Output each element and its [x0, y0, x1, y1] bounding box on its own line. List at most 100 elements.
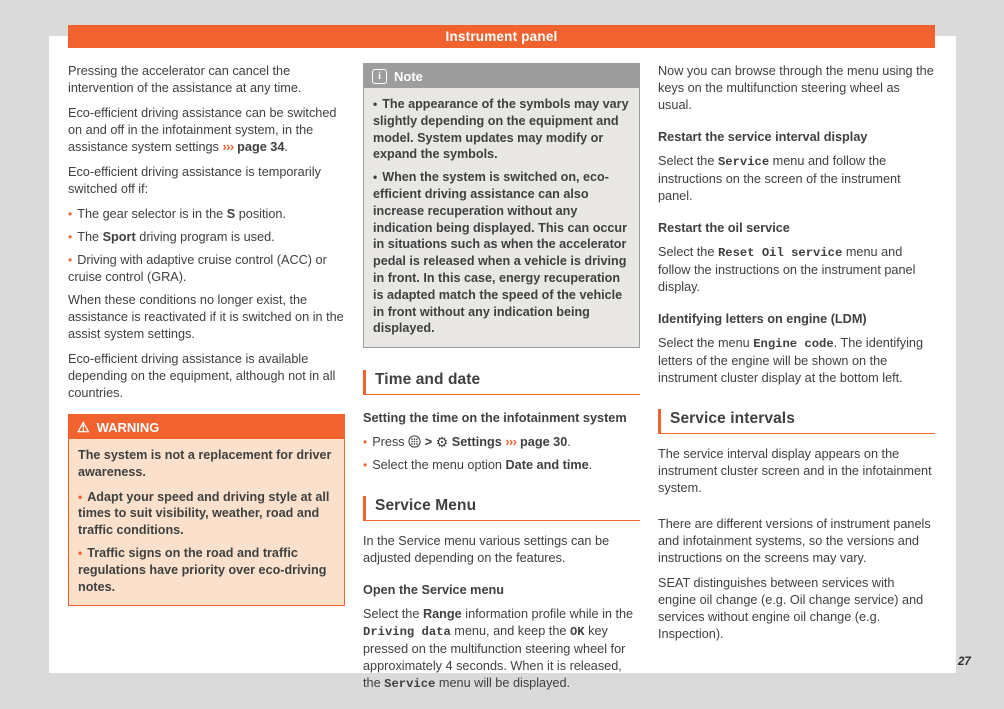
bullet-icon: •	[68, 207, 73, 221]
text-run: menu and follow the instructions on the …	[658, 245, 916, 294]
warning-box-title: WARNING	[96, 419, 160, 435]
text-run: . The identifying letters of the engine …	[658, 336, 924, 385]
text-run: menu will be displayed.	[435, 676, 571, 691]
note-box-title: Note	[394, 68, 423, 84]
info-icon: i	[372, 68, 387, 84]
page-number: 27	[958, 656, 971, 668]
text-run: menu and follow the instructions on the …	[658, 154, 901, 203]
text-run: Traffic signs on the road and traffic re…	[78, 545, 327, 594]
bullet-item: • Press > ⚙ Settings ››› page 30.	[363, 434, 640, 451]
text-run: Eco-efficient driving assistance can be …	[68, 106, 337, 154]
bullet-item: • Adapt your speed and driving style at a…	[78, 489, 335, 539]
paragraph: Eco-efficient driving assistance can be …	[68, 105, 345, 156]
text-run: Pressing the accelerator can cancel the …	[68, 64, 302, 95]
bullet-icon: •	[78, 489, 83, 504]
note-box-header: i Note	[364, 64, 639, 88]
bullet-item: • Driving with adaptive cruise control (A…	[68, 252, 345, 286]
paragraph: When these conditions no longer exist, t…	[68, 292, 345, 343]
mono-menu-label: Reset Oil service	[717, 246, 843, 260]
text-run: Select the	[658, 154, 718, 168]
page-title: Instrument panel	[68, 25, 935, 48]
subheading: Open the Service menu	[363, 583, 505, 598]
text-run: .	[588, 458, 593, 473]
paragraph: Pressing the accelerator can cancel the …	[68, 63, 345, 97]
mono-menu-label: Service	[384, 677, 436, 692]
bold-text: Settings	[448, 435, 506, 450]
bullet-icon: •	[363, 458, 368, 473]
text-run: key pressed on the multifunction steerin…	[363, 624, 626, 691]
column-left: Pressing the accelerator can cancel the …	[68, 63, 345, 626]
menu-button-icon	[408, 434, 421, 451]
text-run: menu, and keep the	[450, 624, 570, 639]
text-run: driving program is used.	[135, 230, 275, 244]
bold-text: page 30	[516, 435, 568, 450]
warning-box: ⚠ WARNING The system is not a replacement …	[68, 414, 345, 607]
mono-menu-label: Driving data	[363, 625, 451, 640]
text-run: When these conditions no longer exist, t…	[68, 293, 344, 341]
text-run: Eco-efficient driving assistance is temp…	[68, 165, 321, 196]
subheading: Setting the time on the infotainment sys…	[363, 411, 627, 426]
cross-reference-arrows: ›››	[222, 140, 234, 154]
paragraph: Eco-efficient driving assistance is avai…	[68, 351, 345, 402]
bullet-icon: •	[373, 170, 378, 185]
bold-text: Date and time	[505, 458, 589, 473]
content-columns: Pressing the accelerator can cancel the …	[68, 63, 935, 701]
warning-box-header: ⚠ WARNING	[69, 415, 344, 439]
text-run: information profile while in the	[461, 607, 634, 622]
text-run: The system is not a replacement for driv…	[78, 448, 332, 479]
mono-menu-label: Engine code	[753, 337, 834, 351]
bullet-item: • The Sport driving program is used.	[68, 229, 345, 246]
paragraph: Select the Reset Oil service menu and fo…	[658, 244, 935, 296]
note-box-body: • The appearance of the symbols may vary …	[364, 88, 639, 348]
text-run: .	[284, 140, 288, 154]
text-run: Adapt your speed and driving style at al…	[78, 489, 330, 538]
column-middle: i Note • The appearance of the symbols may …	[363, 63, 640, 701]
bullet-icon: •	[68, 253, 73, 267]
warning-box-body: The system is not a replacement for driv…	[69, 439, 344, 606]
bold-text: >	[421, 435, 436, 450]
subheading: Identifying letters on engine (LDM)	[658, 312, 867, 326]
text-run: The appearance of the symbols may vary s…	[373, 97, 629, 162]
section-heading: Service Menu	[363, 496, 640, 522]
warning-triangle-icon: ⚠	[77, 419, 90, 435]
text-run: Select the menu	[658, 336, 754, 350]
cross-reference-arrows: ›››	[505, 435, 517, 450]
text-run: SEAT distinguishes between services with…	[658, 576, 924, 641]
text-run: Eco-efficient driving assistance is avai…	[68, 352, 336, 400]
paragraph: There are different versions of instrume…	[658, 516, 935, 567]
paragraph: SEAT distinguishes between services with…	[658, 575, 935, 643]
text-run: There are different versions of instrume…	[658, 517, 931, 565]
section-heading: Service intervals	[658, 409, 935, 434]
bullet-item: • Select the menu option Date and time.	[363, 457, 640, 474]
text-run: Select the menu option	[372, 458, 506, 473]
spacer	[658, 505, 935, 516]
column-right: Now you can browse through the menu usin…	[658, 63, 935, 651]
bold-text: Range	[422, 607, 462, 622]
paragraph: Select the menu Engine code. The identif…	[658, 335, 935, 387]
bullet-item: • The appearance of the symbols may vary …	[373, 96, 630, 163]
subheading: Restart the service interval display	[658, 130, 868, 144]
note-box: i Note • The appearance of the symbols may …	[363, 63, 640, 349]
bullet-icon: •	[363, 435, 368, 450]
bullet-icon: •	[68, 230, 73, 244]
paragraph: Eco-efficient driving assistance is temp…	[68, 164, 345, 198]
gear-icon: ⚙	[435, 435, 449, 452]
bullet-icon: •	[78, 545, 83, 560]
bullet-icon: •	[373, 97, 378, 111]
text-run: The service interval display appears on …	[658, 447, 932, 495]
bullet-item: • Traffic signs on the road and traffic r…	[78, 545, 335, 595]
paragraph: Now you can browse through the menu usin…	[658, 63, 935, 114]
paragraph: The service interval display appears on …	[658, 446, 935, 497]
text-run: .	[567, 435, 571, 450]
text-run: Driving with adaptive cruise control (AC…	[68, 253, 327, 284]
mono-menu-label: OK	[569, 625, 585, 640]
mono-menu-label: Service	[717, 155, 770, 169]
text-run: The gear selector is in the	[77, 207, 227, 221]
text-run: position.	[235, 207, 286, 221]
subheading: Restart the oil service	[658, 221, 790, 235]
bullet-item: • The gear selector is in the S position.	[68, 206, 345, 223]
text-run: Select the	[363, 607, 423, 622]
paragraph: Select the Service menu and follow the i…	[658, 153, 935, 205]
section-heading: Time and date	[363, 370, 640, 396]
